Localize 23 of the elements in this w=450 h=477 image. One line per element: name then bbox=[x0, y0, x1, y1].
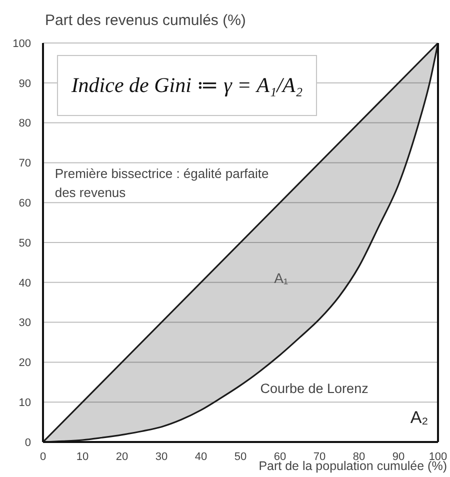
annotation: A₂ bbox=[410, 408, 428, 428]
y-axis-title: Part des revenus cumulés (%) bbox=[45, 12, 246, 29]
y-tick-label: 40 bbox=[18, 277, 31, 290]
y-tick-label: 30 bbox=[18, 317, 31, 330]
x-tick-label: 0 bbox=[40, 450, 46, 463]
y-tick-label: 10 bbox=[18, 397, 31, 410]
y-tick-label: 90 bbox=[18, 78, 31, 90]
y-tick-label: 60 bbox=[18, 198, 31, 210]
y-tick-label: 80 bbox=[18, 118, 31, 130]
y-tick-label: 50 bbox=[18, 237, 31, 250]
annotation: Indice de Gini ≔ γ = A₁/A₂ bbox=[71, 73, 303, 98]
y-tick-label: 0 bbox=[24, 436, 31, 449]
y-tick-label: 70 bbox=[18, 158, 31, 170]
annotation: Première bissectrice : égalité parfaite des revenus bbox=[54, 165, 269, 202]
annotation: A₁ bbox=[274, 270, 288, 287]
x-tick-label: 50 bbox=[234, 450, 247, 463]
x-tick-label: 40 bbox=[194, 450, 208, 463]
x-tick-label: 10 bbox=[76, 450, 89, 463]
annotation: Courbe de Lorenz bbox=[260, 380, 368, 397]
y-tick-label: 100 bbox=[12, 38, 31, 50]
y-tick-label: 20 bbox=[18, 357, 31, 370]
x-tick-label: 20 bbox=[116, 450, 128, 463]
x-tick-label: 30 bbox=[155, 450, 168, 463]
